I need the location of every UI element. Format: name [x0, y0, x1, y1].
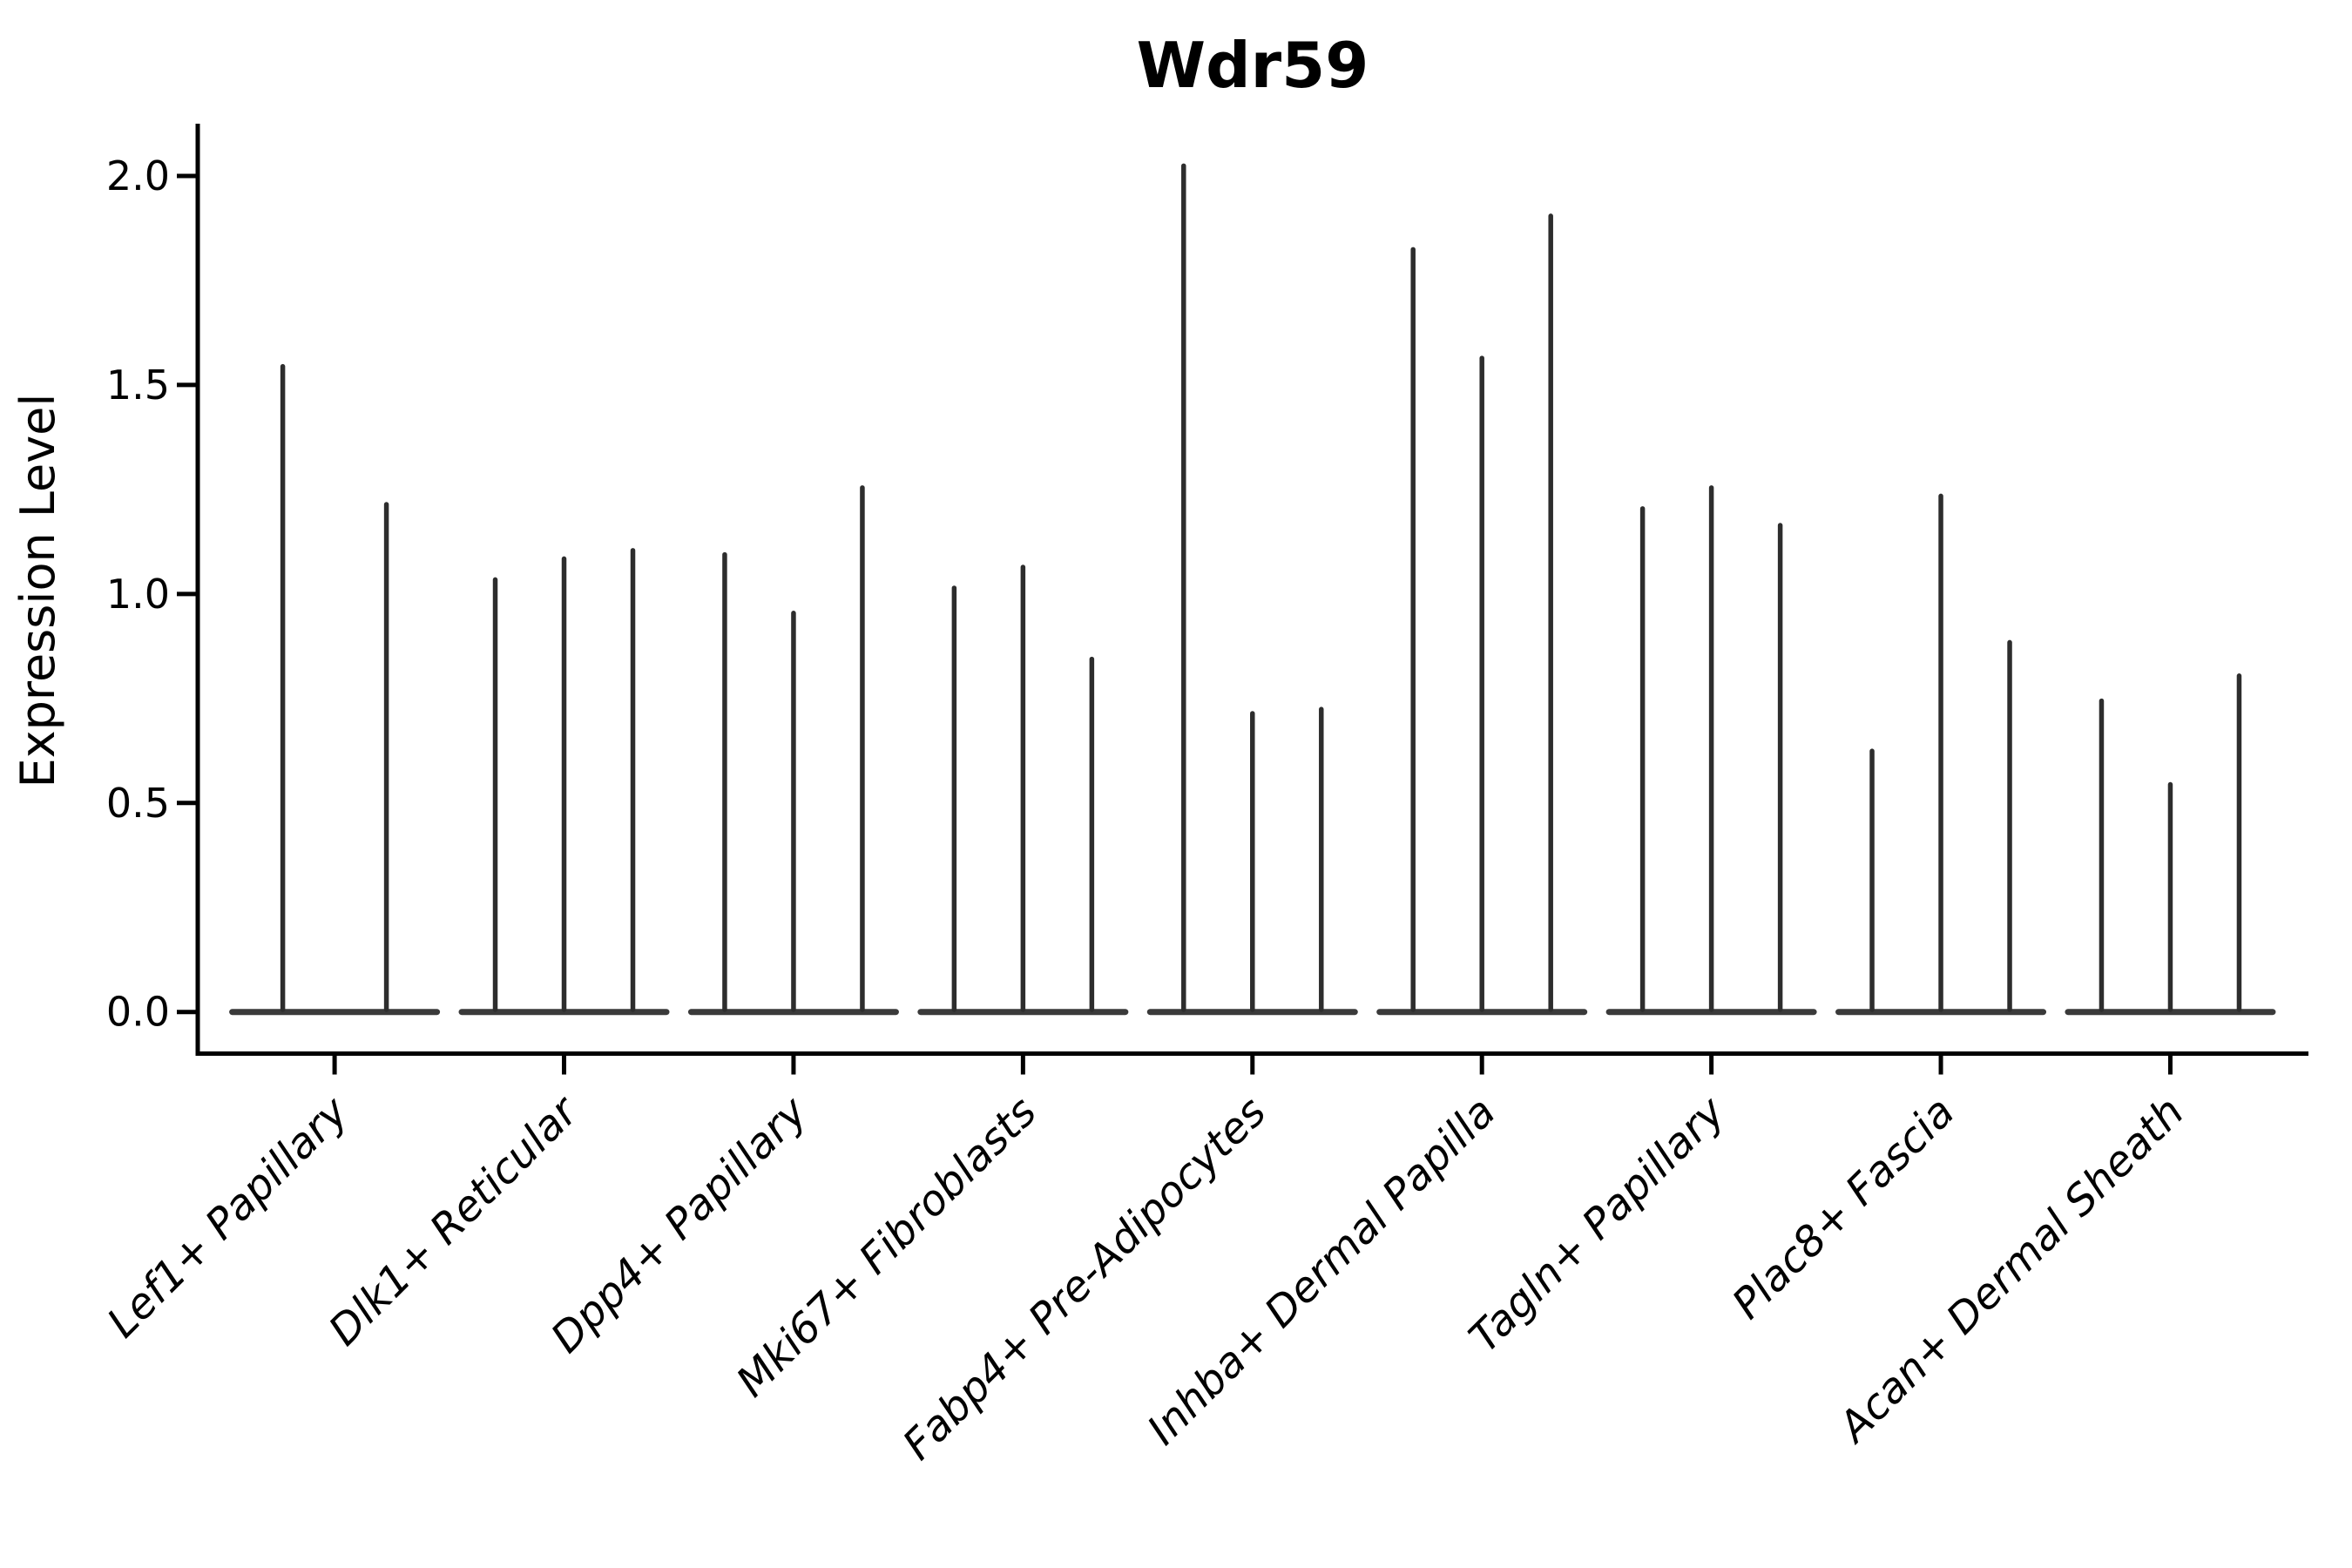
y-tick-label: 1.0: [106, 571, 170, 618]
violin-category: [2065, 673, 2276, 1016]
violin-category: [687, 485, 899, 1016]
violin-group: [229, 163, 2276, 1016]
violin-category: [1605, 485, 1817, 1016]
violin-spike: [2007, 639, 2012, 1012]
violin-spike: [1319, 706, 1324, 1012]
violin-spike: [492, 577, 498, 1012]
violin-spike: [1410, 247, 1416, 1012]
y-axis-label: Expression Level: [10, 394, 65, 788]
violin-category: [229, 363, 441, 1016]
x-tick-label: Fabp4+ Pre-Adipocytes: [894, 1087, 1276, 1470]
violin-spike: [951, 585, 957, 1012]
violin-spike: [280, 363, 286, 1012]
violin-category: [1146, 163, 1358, 1016]
y-tick-label: 1.5: [106, 362, 170, 409]
x-tick-label: Dlk1+ Reticular: [320, 1085, 590, 1355]
violin-spike: [1777, 523, 1783, 1012]
violin-spike: [1548, 213, 1553, 1012]
violin-spike: [2167, 781, 2173, 1012]
violin-spike: [1869, 748, 1875, 1012]
violin-spike: [1181, 163, 1186, 1012]
violin-category: [1835, 493, 2047, 1016]
violin-spike: [561, 556, 567, 1012]
violin-spike: [1250, 711, 1255, 1012]
violin-spike: [791, 611, 796, 1012]
violin-spike: [1639, 506, 1646, 1012]
violin-base: [229, 1009, 441, 1016]
y-tick-label: 2.0: [106, 152, 170, 199]
violin-base: [1605, 1009, 1817, 1016]
x-tick-label: Dpp4+ Papillary: [542, 1087, 817, 1362]
plot-title: Wdr59: [1137, 29, 1369, 102]
violin-spike: [1479, 355, 1484, 1012]
violin-spike: [383, 502, 389, 1012]
violin-spike: [1020, 564, 1026, 1012]
violin-category: [917, 564, 1129, 1016]
violin-base: [687, 1009, 899, 1016]
violin-spike: [2099, 698, 2105, 1012]
y-tick-label: 0.0: [106, 989, 170, 1036]
violin-spike: [1708, 485, 1714, 1012]
violin-category: [458, 548, 670, 1016]
x-tick-label: Lef1+ Papillary: [98, 1087, 358, 1348]
x-tick-label: Plac8+ Fascia: [1723, 1087, 1964, 1328]
violin-spike: [860, 485, 865, 1012]
violin-spike: [1938, 493, 1943, 1012]
y-tick-label: 0.5: [106, 780, 170, 827]
x-tick-label: Tagln+ Papillary: [1460, 1087, 1735, 1362]
violin-spike: [1089, 656, 1095, 1012]
violin-spike: [2236, 673, 2242, 1012]
violin-spike: [630, 548, 636, 1012]
violin-category: [1376, 213, 1588, 1016]
violin-spike: [722, 551, 727, 1012]
